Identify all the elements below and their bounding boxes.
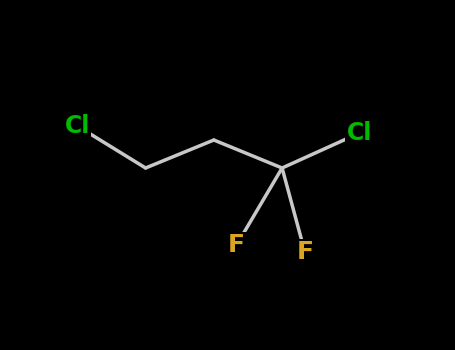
Text: F: F [296, 240, 313, 264]
Text: F: F [228, 233, 245, 257]
Text: Cl: Cl [65, 114, 90, 138]
Text: Cl: Cl [347, 121, 372, 145]
